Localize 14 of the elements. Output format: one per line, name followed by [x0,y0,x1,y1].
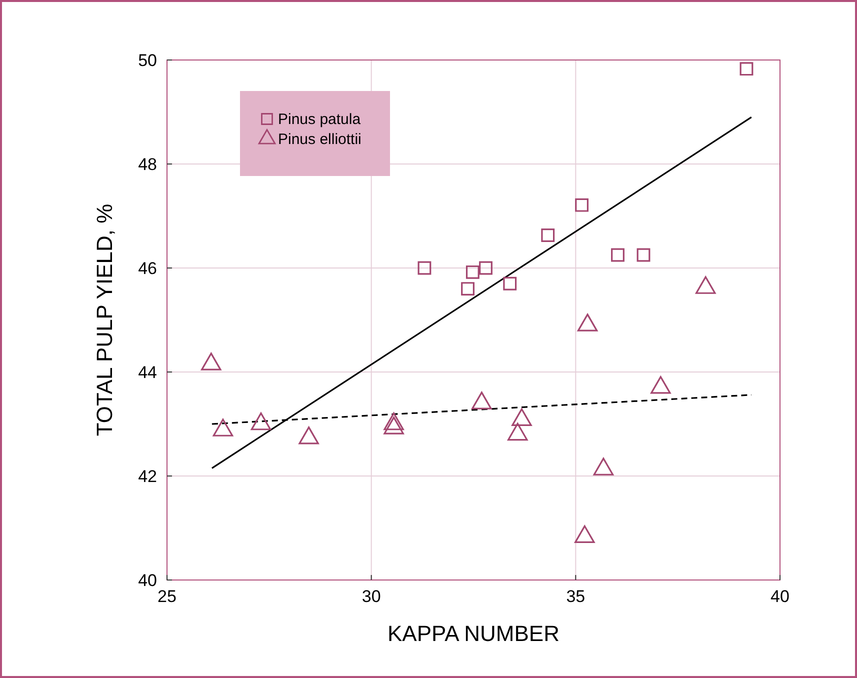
y-tick-label: 46 [138,259,157,278]
x-tick-label: 25 [158,587,176,606]
x-tick-label: 35 [566,587,586,606]
x-axis-title: KAPPA NUMBER [388,621,560,646]
legend-label: Pinus elliottii [278,131,362,148]
y-tick-label: 42 [138,467,157,486]
y-tick-label: 48 [138,155,157,174]
y-tick-label: 50 [138,51,157,70]
y-tick-label: 40 [138,571,157,590]
x-tick-label: 40 [770,587,790,606]
y-axis-title: TOTAL PULP YIELD, % [92,204,117,436]
legend-label: Pinus patula [278,111,362,128]
x-tick-label: 30 [362,587,381,606]
y-tick-label: 44 [138,363,157,382]
